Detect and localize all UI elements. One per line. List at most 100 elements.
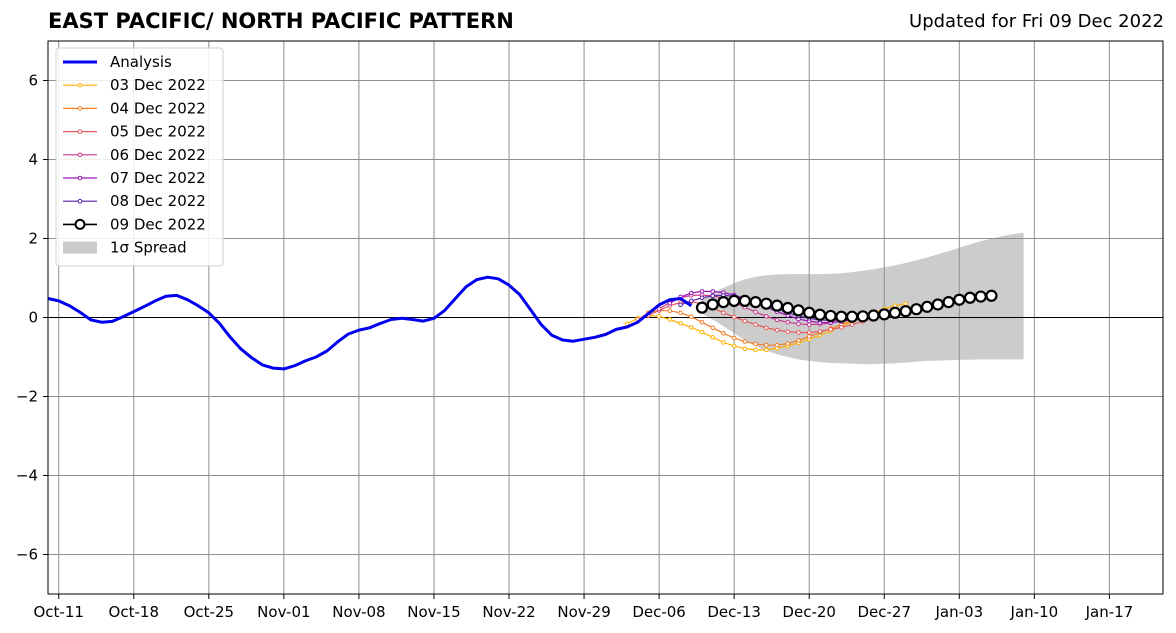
legend-marker <box>77 152 83 158</box>
forecast-point <box>688 298 694 304</box>
legend-swatch-spread <box>63 241 97 254</box>
forecast-point <box>699 319 705 325</box>
x-tick-label: Dec-27 <box>857 603 911 621</box>
forecast-point <box>878 308 891 321</box>
forecast-series-layer <box>624 289 998 353</box>
legend-label: 08 Dec 2022 <box>110 192 206 210</box>
forecast-point <box>667 308 673 314</box>
forecast-point <box>764 347 769 353</box>
x-tick-label: Dec-20 <box>782 603 836 621</box>
x-tick-label: Dec-06 <box>632 603 686 621</box>
forecast-point <box>678 310 683 316</box>
forecast-point <box>974 290 987 303</box>
legend-marker <box>77 175 83 181</box>
forecast-point <box>774 342 780 348</box>
forecast-point <box>753 347 758 353</box>
forecast-point <box>688 290 694 296</box>
forecast-point <box>835 310 848 323</box>
forecast-point <box>796 338 801 343</box>
forecast-point <box>764 325 769 331</box>
analysis-line <box>47 275 693 371</box>
forecast-point <box>695 301 709 314</box>
forecast-point <box>731 335 737 341</box>
forecast-point <box>721 331 726 336</box>
analysis-series-layer <box>47 275 693 371</box>
forecast-point <box>764 314 769 319</box>
forecast-point <box>688 325 694 330</box>
forecast-point <box>667 300 673 306</box>
y-tick-label: 4 <box>28 151 38 169</box>
x-tick-label: Nov-22 <box>482 603 535 621</box>
forecast-point <box>910 303 923 316</box>
forecast-point <box>688 314 694 320</box>
x-tick-label: Oct-18 <box>109 603 159 621</box>
forecast-point <box>839 325 844 330</box>
legend-marker <box>77 82 83 88</box>
forecast-point <box>845 310 859 323</box>
tick-layer: Oct-11 Oct-18 Oct-25 Nov-01 Nov-08 Nov-15 Nov-… <box>16 72 1133 622</box>
legend-box <box>55 47 224 267</box>
forecast-point <box>656 314 662 319</box>
legend-marker <box>77 129 83 134</box>
forecast-point <box>770 299 784 312</box>
forecast-point <box>867 309 880 322</box>
forecast-point <box>717 295 730 309</box>
forecast-point <box>828 327 833 332</box>
forecast-point <box>753 341 758 347</box>
x-tick-label: Nov-29 <box>557 603 610 621</box>
forecast-point <box>699 329 705 335</box>
x-tick-label: Nov-08 <box>332 603 385 621</box>
legend-label: Analysis <box>110 53 172 71</box>
forecast-point <box>806 330 812 335</box>
y-tick-label: 6 <box>28 72 38 90</box>
forecast-point <box>792 304 805 317</box>
forecast-point <box>738 294 751 308</box>
forecast-point <box>985 289 998 302</box>
x-tick-label: Nov-15 <box>407 603 460 621</box>
forecast-point <box>710 293 716 299</box>
forecast-point <box>678 321 683 326</box>
forecast-point <box>921 300 934 313</box>
forecast-point <box>699 289 705 294</box>
forecast-point <box>764 342 769 348</box>
legend-label: 07 Dec 2022 <box>110 169 206 187</box>
y-tick-label: −2 <box>16 388 38 406</box>
legend-marker <box>77 106 83 111</box>
forecast-point <box>774 317 780 323</box>
forecast-point <box>888 306 902 319</box>
y-tick-label: −4 <box>16 467 38 485</box>
forecast-point <box>710 334 716 340</box>
x-tick-label: Jan-10 <box>1010 603 1059 621</box>
forecast-point <box>728 294 741 308</box>
forecast-point <box>706 298 719 311</box>
legend-label: 03 Dec 2022 <box>110 76 206 94</box>
forecast-point <box>710 289 716 294</box>
forecast-point <box>806 334 812 339</box>
forecast-point <box>785 319 791 325</box>
forecast-point <box>785 341 791 346</box>
forecast-point <box>760 297 773 310</box>
x-tick-label: Jan-17 <box>1085 603 1134 621</box>
x-tick-label: Jan-03 <box>934 603 983 621</box>
forecast-point <box>803 306 816 319</box>
forecast-point <box>817 329 823 334</box>
legend-label: 1σ Spread <box>110 239 187 257</box>
forecast-point <box>796 321 801 327</box>
forecast-point <box>781 301 794 315</box>
updated-date: Updated for Fri 09 Dec 2022 <box>909 11 1164 32</box>
x-tick-label: Nov-01 <box>257 603 310 621</box>
forecast-point <box>942 295 955 309</box>
legend-marker <box>77 198 83 204</box>
forecast-point <box>824 309 837 323</box>
forecast-point <box>721 340 726 345</box>
forecast-point <box>699 295 705 301</box>
x-tick-label: Dec-13 <box>707 603 761 621</box>
forecast-point <box>849 322 855 327</box>
forecast-point <box>731 314 737 320</box>
forecast-point <box>749 295 762 309</box>
legend-label: 06 Dec 2022 <box>110 146 206 164</box>
legend-label: 09 Dec 2022 <box>110 215 206 233</box>
y-tick-label: 0 <box>28 309 38 327</box>
forecast-point <box>721 310 726 316</box>
forecast-point <box>667 317 673 322</box>
